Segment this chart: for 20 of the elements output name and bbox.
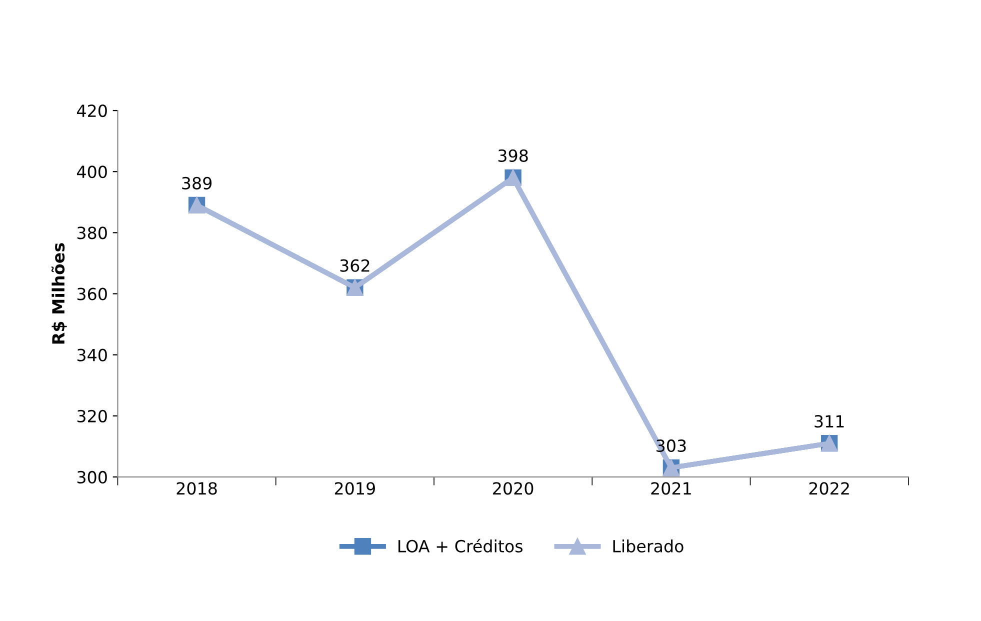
x-tick-label: 2019 [334,482,375,495]
data-label: 303 [656,439,686,452]
y-tick-label: 340 [77,348,107,362]
y-tick-label: 400 [77,166,107,178]
x-tick-label: 2021 [651,482,691,495]
y-axis-title: R$ Milhões [51,243,67,344]
y-tick-label: 320 [77,410,107,422]
data-label: 389 [182,176,212,190]
legend-label: Liberado [613,540,684,552]
y-tick-label: 360 [77,288,107,300]
x-tick-label: 2018 [176,482,217,495]
x-tick-label: 2020 [493,482,534,495]
legend-label: LOA + Créditos [398,538,523,552]
data-label: 311 [814,415,844,428]
y-tick-label: 420 [77,104,107,118]
y-tick-label: 380 [77,226,107,240]
x-tick-label: 2022 [809,482,849,495]
data-label: 398 [498,149,528,162]
y-tick-label: 300 [77,470,107,484]
data-label: 362 [340,259,370,272]
